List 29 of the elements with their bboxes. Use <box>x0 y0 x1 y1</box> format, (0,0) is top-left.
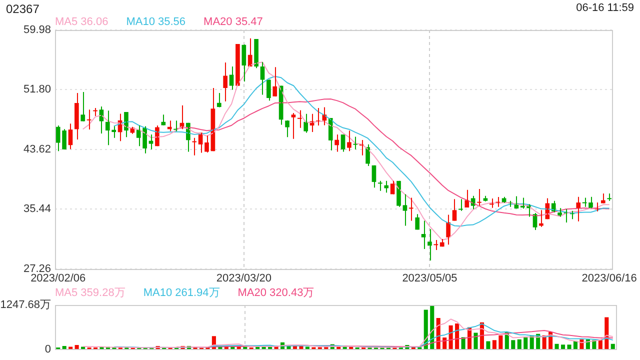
chart-title: 02367 <box>6 2 40 16</box>
text: MA20 35.47 <box>204 16 263 28</box>
text: MA10 261.94万 <box>143 287 220 299</box>
text: MA20 320.43万 <box>238 287 314 299</box>
bar <box>598 340 602 350</box>
chart-subtitle: 06-16 11:59 <box>576 2 634 14</box>
y-tick-label: 35.44 <box>23 203 51 216</box>
y-tick-label: 51.80 <box>23 84 51 96</box>
y-tick-label: 1247.68万 <box>0 299 51 312</box>
y-tick-label: 27.26 <box>23 262 51 275</box>
text: MA5 36.06 <box>55 16 108 28</box>
y-tick-label: 0 <box>44 343 51 356</box>
y-tick-label: 43.62 <box>23 143 51 156</box>
x-tick-label: 2023/02/06 <box>30 272 86 284</box>
bar <box>567 344 572 350</box>
x-tick-label: 2023/03/20 <box>216 272 272 284</box>
bar <box>560 344 566 350</box>
bar <box>511 340 516 350</box>
bar <box>524 338 528 350</box>
bar <box>517 339 522 350</box>
x-tick-label: 2023/06/16 <box>582 272 637 284</box>
bar <box>474 332 478 350</box>
bar <box>492 340 496 350</box>
y-tick-label: 59.98 <box>23 24 51 36</box>
text: MA10 35.56 <box>126 16 186 28</box>
bar <box>498 335 503 350</box>
bar <box>486 341 490 350</box>
text: MA5 359.28万 <box>55 287 126 299</box>
x-tick-label: 2023/05/05 <box>402 272 458 284</box>
